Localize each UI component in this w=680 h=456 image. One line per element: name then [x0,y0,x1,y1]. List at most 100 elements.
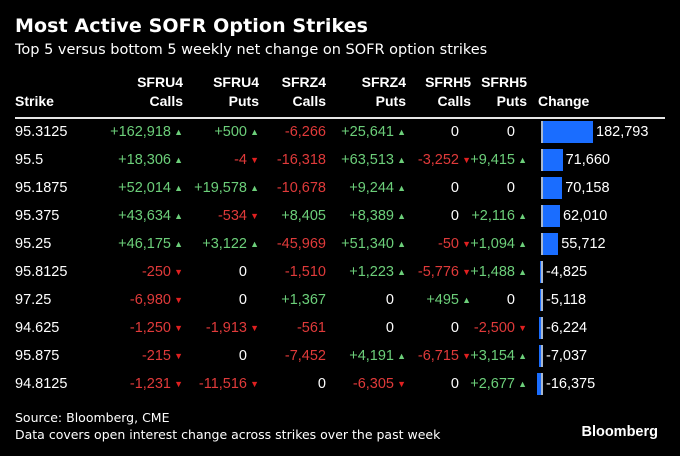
change-label: -6,224 [546,320,588,336]
value-text: -1,250 [129,320,171,336]
value-text: +19,578 [194,180,247,196]
value-text: +46,175 [118,236,171,252]
column-header-bottom: Change [538,93,590,109]
column-header-top [15,73,54,92]
triangle-up-icon: ▲ [518,379,527,389]
value-text: 0 [506,124,515,140]
column-header: SFRU4 Puts [213,73,259,111]
change-axis [541,205,543,227]
value-text: +1,367 [281,292,326,308]
value-cell: -1,913 ▼ [206,319,259,337]
triangle-up-icon: ▲ [397,239,406,249]
value-text: -16,318 [276,152,326,168]
column-header: SFRZ4 Calls [282,73,326,111]
value-cell: +19,578 ▲ [194,179,259,197]
value-cell: +2,116 ▲ [471,207,527,225]
blank-icon [459,375,471,393]
triangle-up-icon: ▲ [174,239,183,249]
change-bar [539,345,541,367]
triangle-up-icon: ▲ [174,183,183,193]
triangle-up-icon: ▲ [174,155,183,165]
value-text: -215 [141,348,171,364]
value-cell: 0 [318,375,326,393]
source-note: Source: Bloomberg, CME [15,410,170,425]
value-text: +52,014 [118,180,171,196]
value-cell: +1,367 [281,291,326,309]
value-text: -2,500 [473,320,515,336]
value-cell: +9,244 ▲ [349,179,406,197]
change-label: -5,118 [546,292,587,308]
column-header: SFRZ4 Puts [362,73,406,111]
column-header: SFRH5 Puts [481,73,527,111]
value-text: +2,677 [470,376,515,392]
column-header-bottom: Puts [228,93,259,109]
column-header-bottom: Puts [375,93,406,109]
value-cell: +500 ▲ [214,123,259,141]
triangle-down-icon: ▼ [462,155,471,165]
triangle-down-icon: ▼ [174,295,183,305]
value-cell: 0 [386,319,406,337]
strike-cell: 95.3125 [15,124,68,140]
value-text: +43,634 [118,208,171,224]
value-text: -1,913 [205,320,247,336]
column-header-top [538,73,589,92]
strike-cell: 95.8125 [15,264,68,280]
value-text: 0 [506,292,515,308]
strike-cell: 95.1875 [15,180,68,196]
change-bar [543,205,560,227]
change-label: 70,158 [565,180,610,196]
value-cell: +51,340 ▲ [341,235,406,253]
value-text: -4 [234,152,247,168]
value-text: +3,154 [470,348,515,364]
change-axis [541,149,543,171]
value-text: 0 [450,376,459,392]
blank-icon [459,319,471,337]
value-text: +162,918 [110,124,171,140]
value-cell: +3,122 ▲ [202,235,259,253]
triangle-down-icon: ▼ [462,239,471,249]
value-cell: -561 [297,319,326,337]
value-text: -10,678 [276,180,326,196]
column-header-bottom: Calls [149,93,183,109]
value-text: 0 [385,292,394,308]
value-text: +63,513 [341,152,394,168]
value-text: +9,415 [470,152,515,168]
value-cell: -11,516 ▼ [199,375,259,393]
value-text: -6,715 [417,348,459,364]
value-text: +8,405 [281,208,326,224]
value-text: -1,231 [129,376,171,392]
change-bar [539,261,541,283]
strike-cell: 95.875 [15,348,60,364]
blank-icon [459,207,471,225]
change-axis [541,317,543,339]
triangle-down-icon: ▼ [174,351,183,361]
value-text: -5,776 [417,264,459,280]
change-label: 55,712 [561,236,606,252]
column-header-top: SFRH5 [425,74,471,90]
blank-icon [394,291,406,309]
column-header-bottom: Calls [292,93,326,109]
change-bar [543,149,563,171]
value-cell: -1,231 ▼ [130,375,183,393]
value-cell: -534 ▼ [218,207,259,225]
value-text: +1,094 [470,236,515,252]
value-cell: 0 [507,123,527,141]
change-label: -4,825 [546,264,588,280]
coverage-note: Data covers open interest change across … [15,427,441,442]
value-text: -1,510 [284,264,326,280]
column-header: SFRU4 Calls [137,73,183,111]
value-cell: -45,969 [277,235,326,253]
value-cell: 0 [239,263,259,281]
blank-icon [394,319,406,337]
value-cell: -6,266 [285,123,326,141]
column-header-bottom: Calls [437,93,471,109]
value-cell: +495 ▲ [426,291,471,309]
value-text: -561 [296,320,326,336]
value-cell: +3,154 ▲ [470,347,527,365]
column-header: SFRH5 Calls [425,73,471,111]
value-text: 0 [450,320,459,336]
triangle-down-icon: ▼ [174,323,183,333]
value-cell: +162,918 ▲ [110,123,183,141]
value-text: -50 [438,236,459,252]
triangle-down-icon: ▼ [250,323,259,333]
